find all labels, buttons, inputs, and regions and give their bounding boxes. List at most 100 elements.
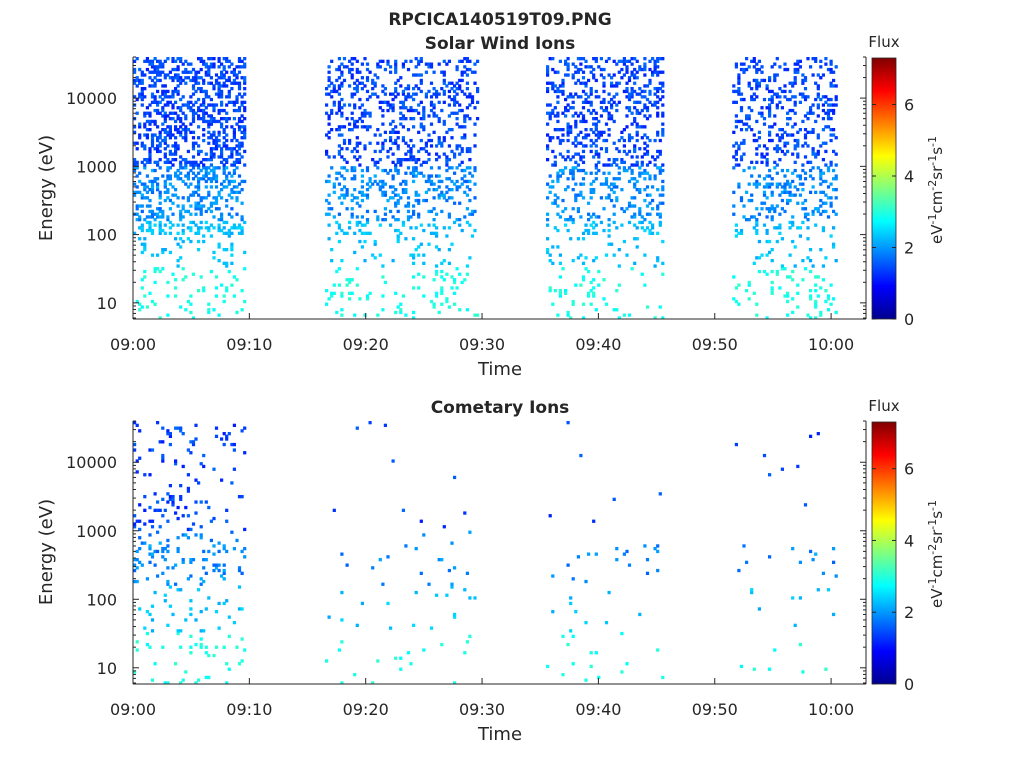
heatmap-cell [358,141,362,145]
heatmap-cell [599,147,603,151]
heatmap-cell [353,87,357,91]
heatmap-cell [181,196,185,200]
heatmap-cell [171,133,175,137]
heatmap-cell [762,193,767,197]
heatmap-cell [220,212,224,216]
heatmap-cell [635,108,639,113]
heatmap-cell [610,76,614,80]
heatmap-cell [778,286,782,290]
heatmap-cell [133,95,137,99]
heatmap-cell [645,305,650,309]
heatmap-cell [176,629,180,633]
heatmap-cell [391,103,395,107]
heatmap-cell [635,160,639,164]
heatmap-cell [171,497,175,501]
heatmap-cell [589,70,593,74]
heatmap-cell [656,100,660,104]
heatmap-cell [775,144,779,148]
heatmap-cell [620,188,624,192]
heatmap-cell [755,302,759,306]
heatmap-cell [355,144,359,148]
heatmap-cell [197,125,201,129]
heatmap-cell [745,57,749,61]
heatmap-cell [378,133,382,137]
heatmap-cell [368,291,372,295]
heatmap-cell [627,78,632,83]
heatmap-cell [186,103,190,107]
heatmap-cell [381,190,385,194]
heatmap-cell [191,103,196,107]
heatmap-cell [826,215,831,219]
colorbar-tick-label: 2 [904,603,914,622]
heatmap-cell [737,119,741,124]
heatmap-cell [561,92,565,96]
heatmap-cell [243,125,247,129]
heatmap-cell [355,215,359,219]
heatmap-cell [360,81,364,85]
heatmap-cell [780,106,784,110]
heatmap-cell [574,122,578,126]
heatmap-cell [225,117,229,121]
heatmap-cell [174,128,178,132]
heatmap-cell [633,147,637,151]
heatmap-cell [209,209,213,214]
heatmap-cell [168,207,172,211]
x-tick-label: 09:50 [692,335,738,354]
heatmap-cell [168,76,172,80]
heatmap-cell [394,138,398,143]
heatmap-cell [604,163,609,167]
heatmap-cell [610,106,614,110]
heatmap-cell [630,155,634,159]
heatmap-cell [350,111,354,115]
heatmap-cell [189,294,193,298]
heatmap-cell [150,604,155,608]
heatmap-cell [638,207,642,211]
heatmap-cell [350,117,354,121]
heatmap-cell [450,111,454,115]
heatmap-cell [556,114,560,118]
heatmap-cell [592,278,596,282]
heatmap-cell [209,234,213,238]
heatmap-cell [365,62,370,66]
heatmap-cell [453,278,457,282]
heatmap-cell [803,177,808,181]
heatmap-cell [409,226,413,230]
heatmap-cell [396,144,400,148]
heatmap-cell [237,70,242,74]
heatmap-cell [622,313,626,317]
heatmap-cell [793,264,797,268]
heatmap-cell [156,185,160,189]
heatmap-cell [156,160,160,164]
heatmap-cell [179,218,183,222]
heatmap-cell [243,130,247,134]
heatmap-cell [796,201,800,205]
heatmap-cell [140,70,144,74]
heatmap-cell [156,212,160,216]
heatmap-cell [651,231,655,235]
heatmap-cell [824,149,828,154]
heatmap-cell [546,196,550,200]
heatmap-cell [597,215,601,219]
heatmap-cell [661,163,665,167]
heatmap-cell [340,111,344,115]
heatmap-cell [780,168,784,173]
heatmap-cell [643,73,647,77]
heatmap-cell [788,133,792,137]
heatmap-cell [243,299,247,304]
heatmap-cell [237,81,242,85]
heatmap-cell [589,100,593,104]
colorbar-tick-label: 4 [904,531,914,550]
heatmap-cell [447,305,451,309]
heatmap-cell [174,73,178,77]
heatmap-cell [775,182,779,186]
heatmap-cell [368,177,372,181]
colorbar-2-label: Flux [868,397,899,415]
heatmap-cell [576,237,580,241]
heatmap-cell [755,160,759,164]
heatmap-cell [602,89,606,94]
heatmap-cell [755,119,759,124]
heatmap-cell [391,141,395,145]
heatmap-cell [581,136,586,140]
heatmap-cell [150,188,155,192]
heatmap-cell [363,84,367,88]
